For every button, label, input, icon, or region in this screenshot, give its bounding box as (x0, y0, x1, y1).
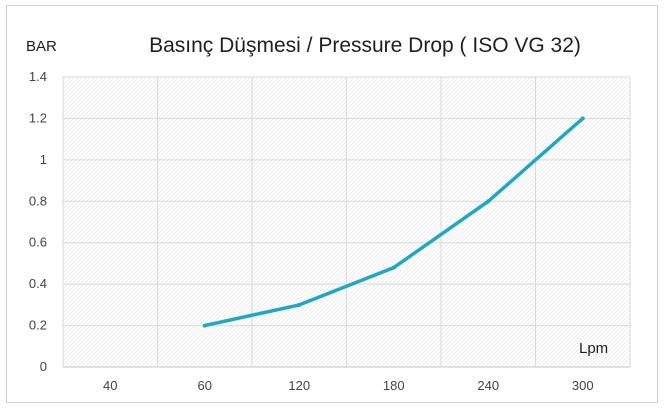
y-axis-label: BAR (26, 38, 57, 55)
data-point (391, 265, 396, 270)
x-tick-label: 40 (103, 378, 117, 393)
x-tick-label: 240 (477, 378, 499, 393)
y-tick-label: 0.2 (29, 318, 47, 333)
y-ticks: 0 0.2 0.4 0.6 0.8 1 1.2 1.4 (29, 69, 47, 374)
data-point (486, 199, 491, 204)
y-tick-label: 1 (40, 152, 47, 167)
y-tick-label: 1.2 (29, 110, 47, 125)
y-tick-label: 0 (40, 359, 47, 374)
x-axis-label: Lpm (579, 340, 608, 357)
data-point (202, 323, 207, 328)
y-tick-label: 0.8 (29, 193, 47, 208)
y-tick-label: 1.4 (29, 69, 47, 84)
y-tick-label: 0.6 (29, 235, 47, 250)
x-ticks: 40 60 120 180 240 300 (103, 378, 594, 393)
chart-title: Basınç Düşmesi / Pressure Drop ( ISO VG … (149, 34, 581, 57)
grid (62, 76, 631, 368)
y-tick-label: 0.4 (29, 276, 47, 291)
x-tick-label: 60 (198, 378, 212, 393)
x-tick-label: 180 (383, 378, 405, 393)
x-tick-label: 300 (572, 378, 594, 393)
data-point (297, 302, 302, 307)
series (202, 116, 585, 328)
data-point (580, 116, 585, 121)
x-tick-label: 120 (288, 378, 310, 393)
